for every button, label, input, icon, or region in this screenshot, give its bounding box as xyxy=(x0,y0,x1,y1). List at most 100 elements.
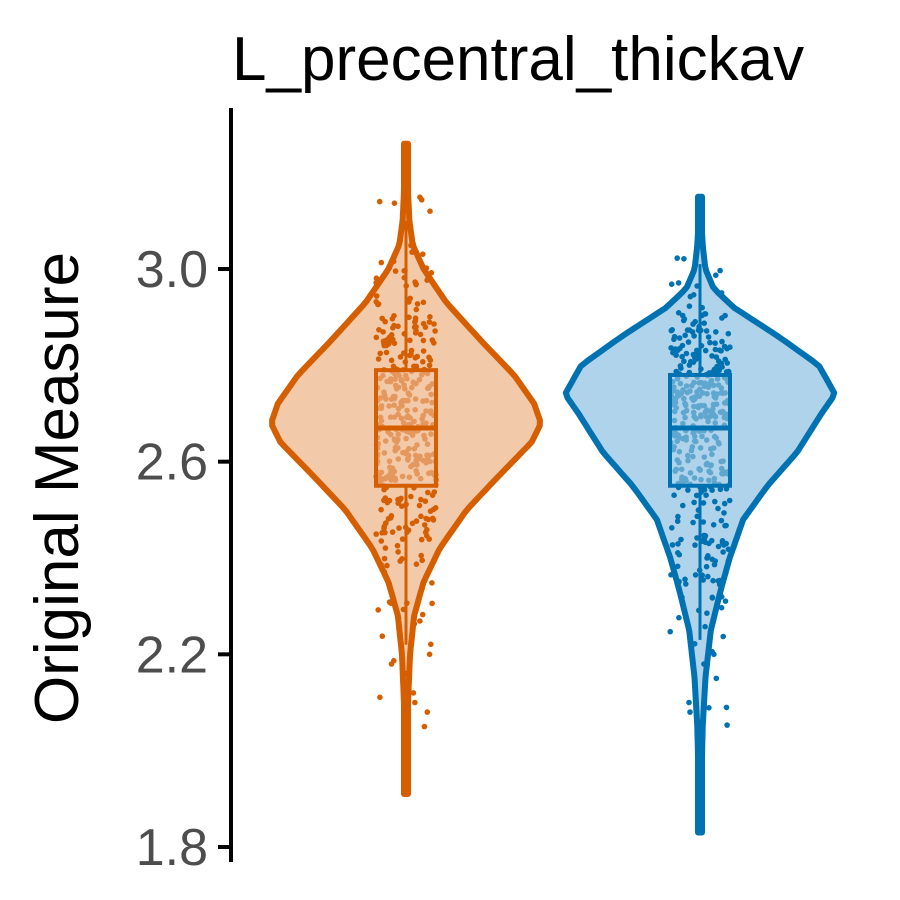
data-point xyxy=(407,337,413,344)
outlier-point xyxy=(403,670,410,677)
y-axis-ticks: 1.8 2.2 2.6 3.0 xyxy=(136,241,231,877)
data-point xyxy=(705,553,711,559)
data-point xyxy=(420,251,426,257)
data-point xyxy=(668,327,675,334)
data-point xyxy=(718,348,724,354)
data-point xyxy=(381,555,388,562)
y-tick-label: 2.6 xyxy=(136,434,208,492)
data-point xyxy=(703,328,710,334)
data-point xyxy=(690,321,696,327)
data-point xyxy=(718,604,725,611)
data-point xyxy=(432,328,438,334)
data-point xyxy=(381,525,387,532)
data-point xyxy=(373,275,380,282)
data-point xyxy=(691,499,697,506)
data-point xyxy=(696,607,702,614)
data-point xyxy=(675,310,682,316)
data-point xyxy=(712,346,719,353)
data-point xyxy=(667,628,673,635)
data-point xyxy=(386,599,393,605)
chart-title: L_precentral_thickav xyxy=(232,25,804,94)
data-point xyxy=(421,578,427,585)
data-point xyxy=(668,281,675,288)
data-point xyxy=(428,270,435,276)
data-point xyxy=(723,704,730,711)
data-point xyxy=(694,352,701,359)
data-point xyxy=(721,510,727,516)
data-point xyxy=(413,328,419,334)
data-point xyxy=(669,525,675,531)
outlier-point xyxy=(698,762,704,768)
data-point xyxy=(395,323,401,330)
data-point xyxy=(702,263,708,270)
violin-group-1 xyxy=(269,140,543,797)
data-point xyxy=(674,518,681,524)
data-point xyxy=(701,320,707,327)
data-point xyxy=(694,283,700,289)
data-point xyxy=(402,359,409,365)
data-point xyxy=(705,334,712,340)
data-point xyxy=(703,563,710,570)
data-point xyxy=(414,301,421,307)
data-point xyxy=(691,641,698,647)
data-point xyxy=(399,556,405,562)
data-point xyxy=(668,572,674,578)
data-point xyxy=(418,536,425,543)
data-point xyxy=(413,306,420,313)
data-point xyxy=(709,353,715,359)
data-point xyxy=(670,349,676,356)
data-point xyxy=(408,347,415,354)
data-point xyxy=(402,524,409,531)
data-point xyxy=(384,562,390,569)
data-point xyxy=(725,558,732,564)
data-point xyxy=(422,498,429,505)
data-point xyxy=(420,359,426,365)
data-point xyxy=(674,563,681,570)
data-point xyxy=(401,274,408,281)
data-point xyxy=(682,576,688,583)
data-point xyxy=(722,598,729,604)
data-point xyxy=(413,561,420,567)
data-point xyxy=(709,556,715,563)
data-point xyxy=(425,489,431,496)
data-point xyxy=(724,722,730,728)
data-point xyxy=(676,614,682,621)
data-point xyxy=(705,573,711,580)
data-point xyxy=(417,331,424,338)
data-point xyxy=(388,357,395,364)
data-point xyxy=(391,313,397,319)
data-point xyxy=(723,540,729,547)
data-point xyxy=(404,529,410,535)
data-point xyxy=(691,333,697,339)
data-point xyxy=(673,368,679,375)
outlier-point xyxy=(424,709,431,715)
data-point xyxy=(700,519,707,525)
data-point xyxy=(416,502,423,509)
data-point xyxy=(427,357,434,364)
data-point xyxy=(707,339,713,346)
data-point xyxy=(399,536,406,542)
data-point xyxy=(675,541,681,547)
data-point xyxy=(411,620,418,627)
data-point xyxy=(431,558,437,564)
data-point xyxy=(722,356,728,363)
data-point xyxy=(725,330,732,337)
data-point xyxy=(429,600,435,607)
data-point xyxy=(418,496,424,503)
data-point xyxy=(687,293,694,300)
data-point xyxy=(383,349,390,356)
data-point xyxy=(677,363,684,369)
data-point xyxy=(420,337,427,344)
data-point xyxy=(375,607,382,613)
data-point xyxy=(395,549,401,555)
data-point xyxy=(681,358,687,365)
data-point xyxy=(703,492,709,499)
data-point xyxy=(702,623,708,630)
data-point xyxy=(378,259,385,266)
data-point xyxy=(381,569,388,575)
data-point xyxy=(671,492,677,499)
data-point xyxy=(426,362,433,369)
data-point xyxy=(422,324,429,330)
data-point xyxy=(699,312,705,319)
data-point xyxy=(382,529,388,536)
